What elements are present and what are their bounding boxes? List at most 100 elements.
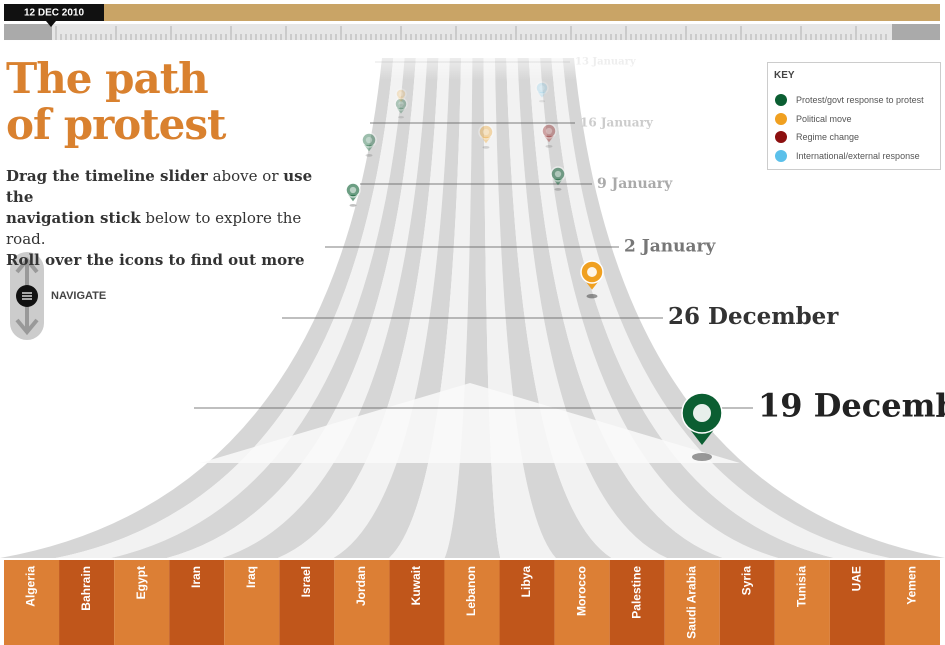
key-label: Protest/govt response to protest <box>796 95 924 106</box>
key-item: Political move <box>768 110 940 129</box>
country-tab[interactable] <box>499 560 555 645</box>
title-line: of protest <box>6 100 226 149</box>
event-pin[interactable] <box>481 136 491 144</box>
country-tab[interactable] <box>664 560 720 645</box>
country-tab[interactable] <box>279 560 335 645</box>
event-pin[interactable] <box>550 166 566 182</box>
pin-icon <box>554 170 562 178</box>
road-stripe <box>277 58 450 558</box>
timeline-ruler[interactable] <box>4 24 940 41</box>
country-tab[interactable] <box>224 560 280 645</box>
country-label: Iran <box>189 566 203 588</box>
country-tab[interactable] <box>169 560 225 645</box>
event-pin[interactable] <box>397 97 405 103</box>
title-line: The path <box>6 54 209 103</box>
pin-shadow <box>554 188 562 191</box>
intro-bold: Roll over the icons to find out more <box>6 251 305 269</box>
event-pin[interactable] <box>478 124 494 140</box>
pin-icon <box>482 128 490 136</box>
country-tab[interactable] <box>334 560 390 645</box>
event-pin[interactable] <box>364 144 374 152</box>
pin-shadow <box>365 154 373 157</box>
country-label: Algeria <box>24 566 38 607</box>
date-label: 13 January <box>575 57 637 68</box>
country-label: Kuwait <box>409 566 423 605</box>
intro-bold: use the <box>6 167 313 206</box>
intro-bold: navigation stick <box>6 209 141 227</box>
country-label: Morocco <box>574 566 588 616</box>
key-swatch <box>775 149 787 162</box>
country-label: Yemen <box>905 566 919 605</box>
event-pin[interactable] <box>535 81 549 95</box>
key-label: International/external response <box>796 150 920 161</box>
event-pin[interactable] <box>394 97 408 111</box>
knob-icon <box>22 292 32 300</box>
country-tab[interactable] <box>554 560 610 645</box>
key-swatch <box>775 94 787 107</box>
event-pin[interactable] <box>395 88 407 100</box>
pin-icon <box>539 85 545 91</box>
country-tab[interactable] <box>4 560 60 645</box>
road-stripe <box>517 58 723 558</box>
country-label: Lebanon <box>464 566 478 616</box>
date-label: 16 January <box>580 116 654 130</box>
country-label: Jordan <box>354 566 368 606</box>
country-label: Palestine <box>629 566 643 619</box>
country-label: Iraq <box>244 566 258 588</box>
pin-shadow <box>586 294 598 299</box>
country-label: Bahrain <box>79 566 93 611</box>
intro-text: below to explore the road. <box>6 209 302 248</box>
ruler-left-end <box>4 24 52 41</box>
country-label: Syria <box>739 566 753 596</box>
pin-shadow <box>545 145 553 148</box>
navigate-label: NAVIGATE <box>51 290 107 302</box>
pin-shadow <box>398 116 404 119</box>
event-pin[interactable] <box>396 108 406 114</box>
country-tab[interactable] <box>829 560 885 645</box>
key-item: Protest/govt response to protest <box>768 91 940 110</box>
pin-icon <box>587 267 597 277</box>
date-label: 2 January <box>624 237 716 257</box>
key-label: Regime change <box>796 132 860 143</box>
ruler-right-end <box>892 24 940 41</box>
country-tab[interactable] <box>884 560 940 645</box>
key-title: KEY <box>774 70 795 81</box>
pin-shadow <box>692 453 712 461</box>
road-stripe <box>222 58 439 558</box>
country-label: Saudi Arabia <box>684 566 698 639</box>
country-tab[interactable] <box>719 560 775 645</box>
country-label: Israel <box>299 566 313 597</box>
country-label: Tunisia <box>795 566 809 607</box>
intro: Drag the timeline slider above or use th… <box>6 166 336 271</box>
timeline-bar[interactable] <box>4 4 940 21</box>
handle-pointer <box>46 21 56 27</box>
pin-icon <box>693 404 711 422</box>
road-highlight <box>200 383 740 463</box>
country-label: Libya <box>519 566 533 598</box>
event-pin[interactable] <box>537 92 547 98</box>
intro-bold: Drag the timeline slider <box>6 167 208 185</box>
pin-icon <box>398 101 404 107</box>
date-label: 26 December <box>668 303 839 330</box>
country-tab[interactable] <box>389 560 445 645</box>
pin-icon <box>349 186 357 194</box>
pin-shadow <box>398 104 404 106</box>
pin-icon <box>365 136 373 144</box>
date-label: 9 January <box>597 176 673 192</box>
nav-arrows <box>15 256 39 336</box>
date-handle[interactable] <box>4 4 104 21</box>
country-tab[interactable] <box>774 560 830 645</box>
country-tab[interactable] <box>444 560 500 645</box>
country-tab[interactable] <box>114 560 170 645</box>
intro-text: above or <box>207 167 284 185</box>
country-tab[interactable] <box>609 560 665 645</box>
event-pin[interactable] <box>361 132 377 148</box>
event-pin[interactable] <box>544 135 554 143</box>
key-label: Political move <box>796 113 852 124</box>
pin-shadow <box>482 146 490 149</box>
event-pin[interactable] <box>541 123 557 139</box>
key-swatch <box>775 112 787 125</box>
road-stripe <box>528 58 779 558</box>
country-tab[interactable] <box>59 560 115 645</box>
